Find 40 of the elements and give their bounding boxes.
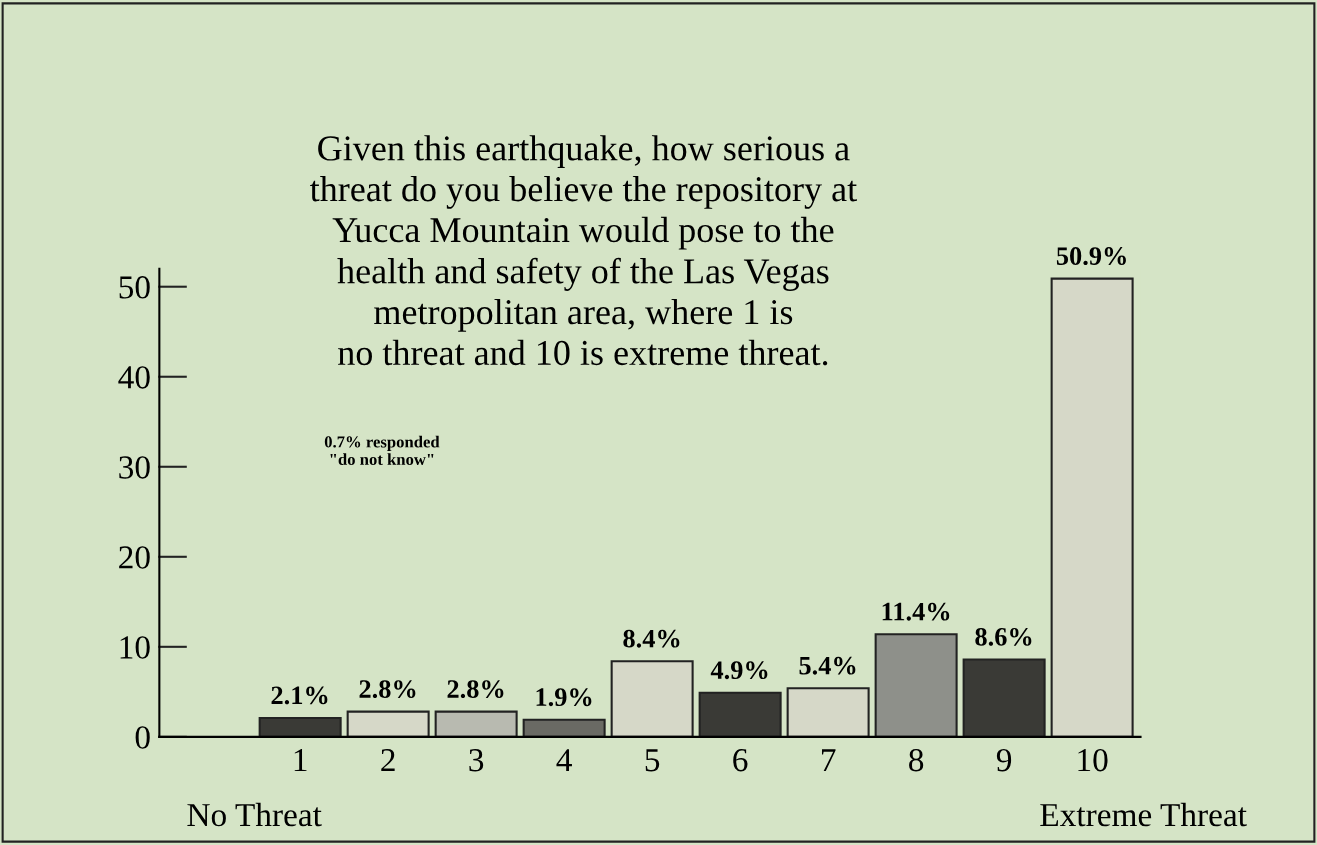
x-tick-label: 1 xyxy=(294,749,307,772)
bar xyxy=(258,716,342,737)
data-label: 50.9% xyxy=(1056,247,1126,266)
bar xyxy=(698,691,782,737)
bar xyxy=(962,658,1046,737)
chart-title: Given this earthquake, how serious a threat do you believe the repository at Yucca Mountain would pose to the health and safety of the Las Vegas metropolitan area, where 1 is no threat and 10 is extreme threat. xyxy=(310,135,857,366)
bar xyxy=(874,633,958,737)
x-tick-label: 4 xyxy=(556,749,572,772)
annotation: 0.7% responded "do not know" xyxy=(324,435,440,465)
data-label: 8.4% xyxy=(623,629,680,648)
x-tick-label: 3 xyxy=(469,749,484,772)
bar xyxy=(346,710,430,737)
bar xyxy=(522,718,606,737)
x-tick-label: 5 xyxy=(645,749,660,772)
x-tick-label: 9 xyxy=(996,749,1012,772)
x-tick-label: 8 xyxy=(909,748,924,772)
y-tick-label: 50 xyxy=(119,276,150,299)
bar xyxy=(1050,277,1134,737)
data-label: 5.4% xyxy=(799,656,856,675)
data-label: 4.9% xyxy=(710,661,768,680)
y-tick-label: 40 xyxy=(118,366,150,389)
x-tick-label: 10 xyxy=(1078,748,1108,772)
data-label: 2.8% xyxy=(447,680,504,699)
y-tick-label: 0 xyxy=(135,726,150,749)
data-label: 2.8% xyxy=(359,680,416,699)
bar xyxy=(434,710,518,737)
x-tick-label: 7 xyxy=(822,749,836,772)
data-label: 1.9% xyxy=(536,688,592,707)
x-tick-label: 6 xyxy=(733,749,748,772)
bar xyxy=(786,687,870,737)
bar xyxy=(610,660,694,737)
text: No Threat xyxy=(187,802,322,827)
y-tick-label: 20 xyxy=(119,546,150,569)
x-tick-label: 2 xyxy=(381,749,395,772)
y-tick-label: 30 xyxy=(119,456,150,479)
data-label: 2.1% xyxy=(271,686,328,705)
data-label: 11.4% xyxy=(882,602,950,621)
data-label: 8.6% xyxy=(975,627,1032,646)
text: Extreme Threat xyxy=(1040,802,1247,827)
y-tick-label: 10 xyxy=(120,636,150,659)
